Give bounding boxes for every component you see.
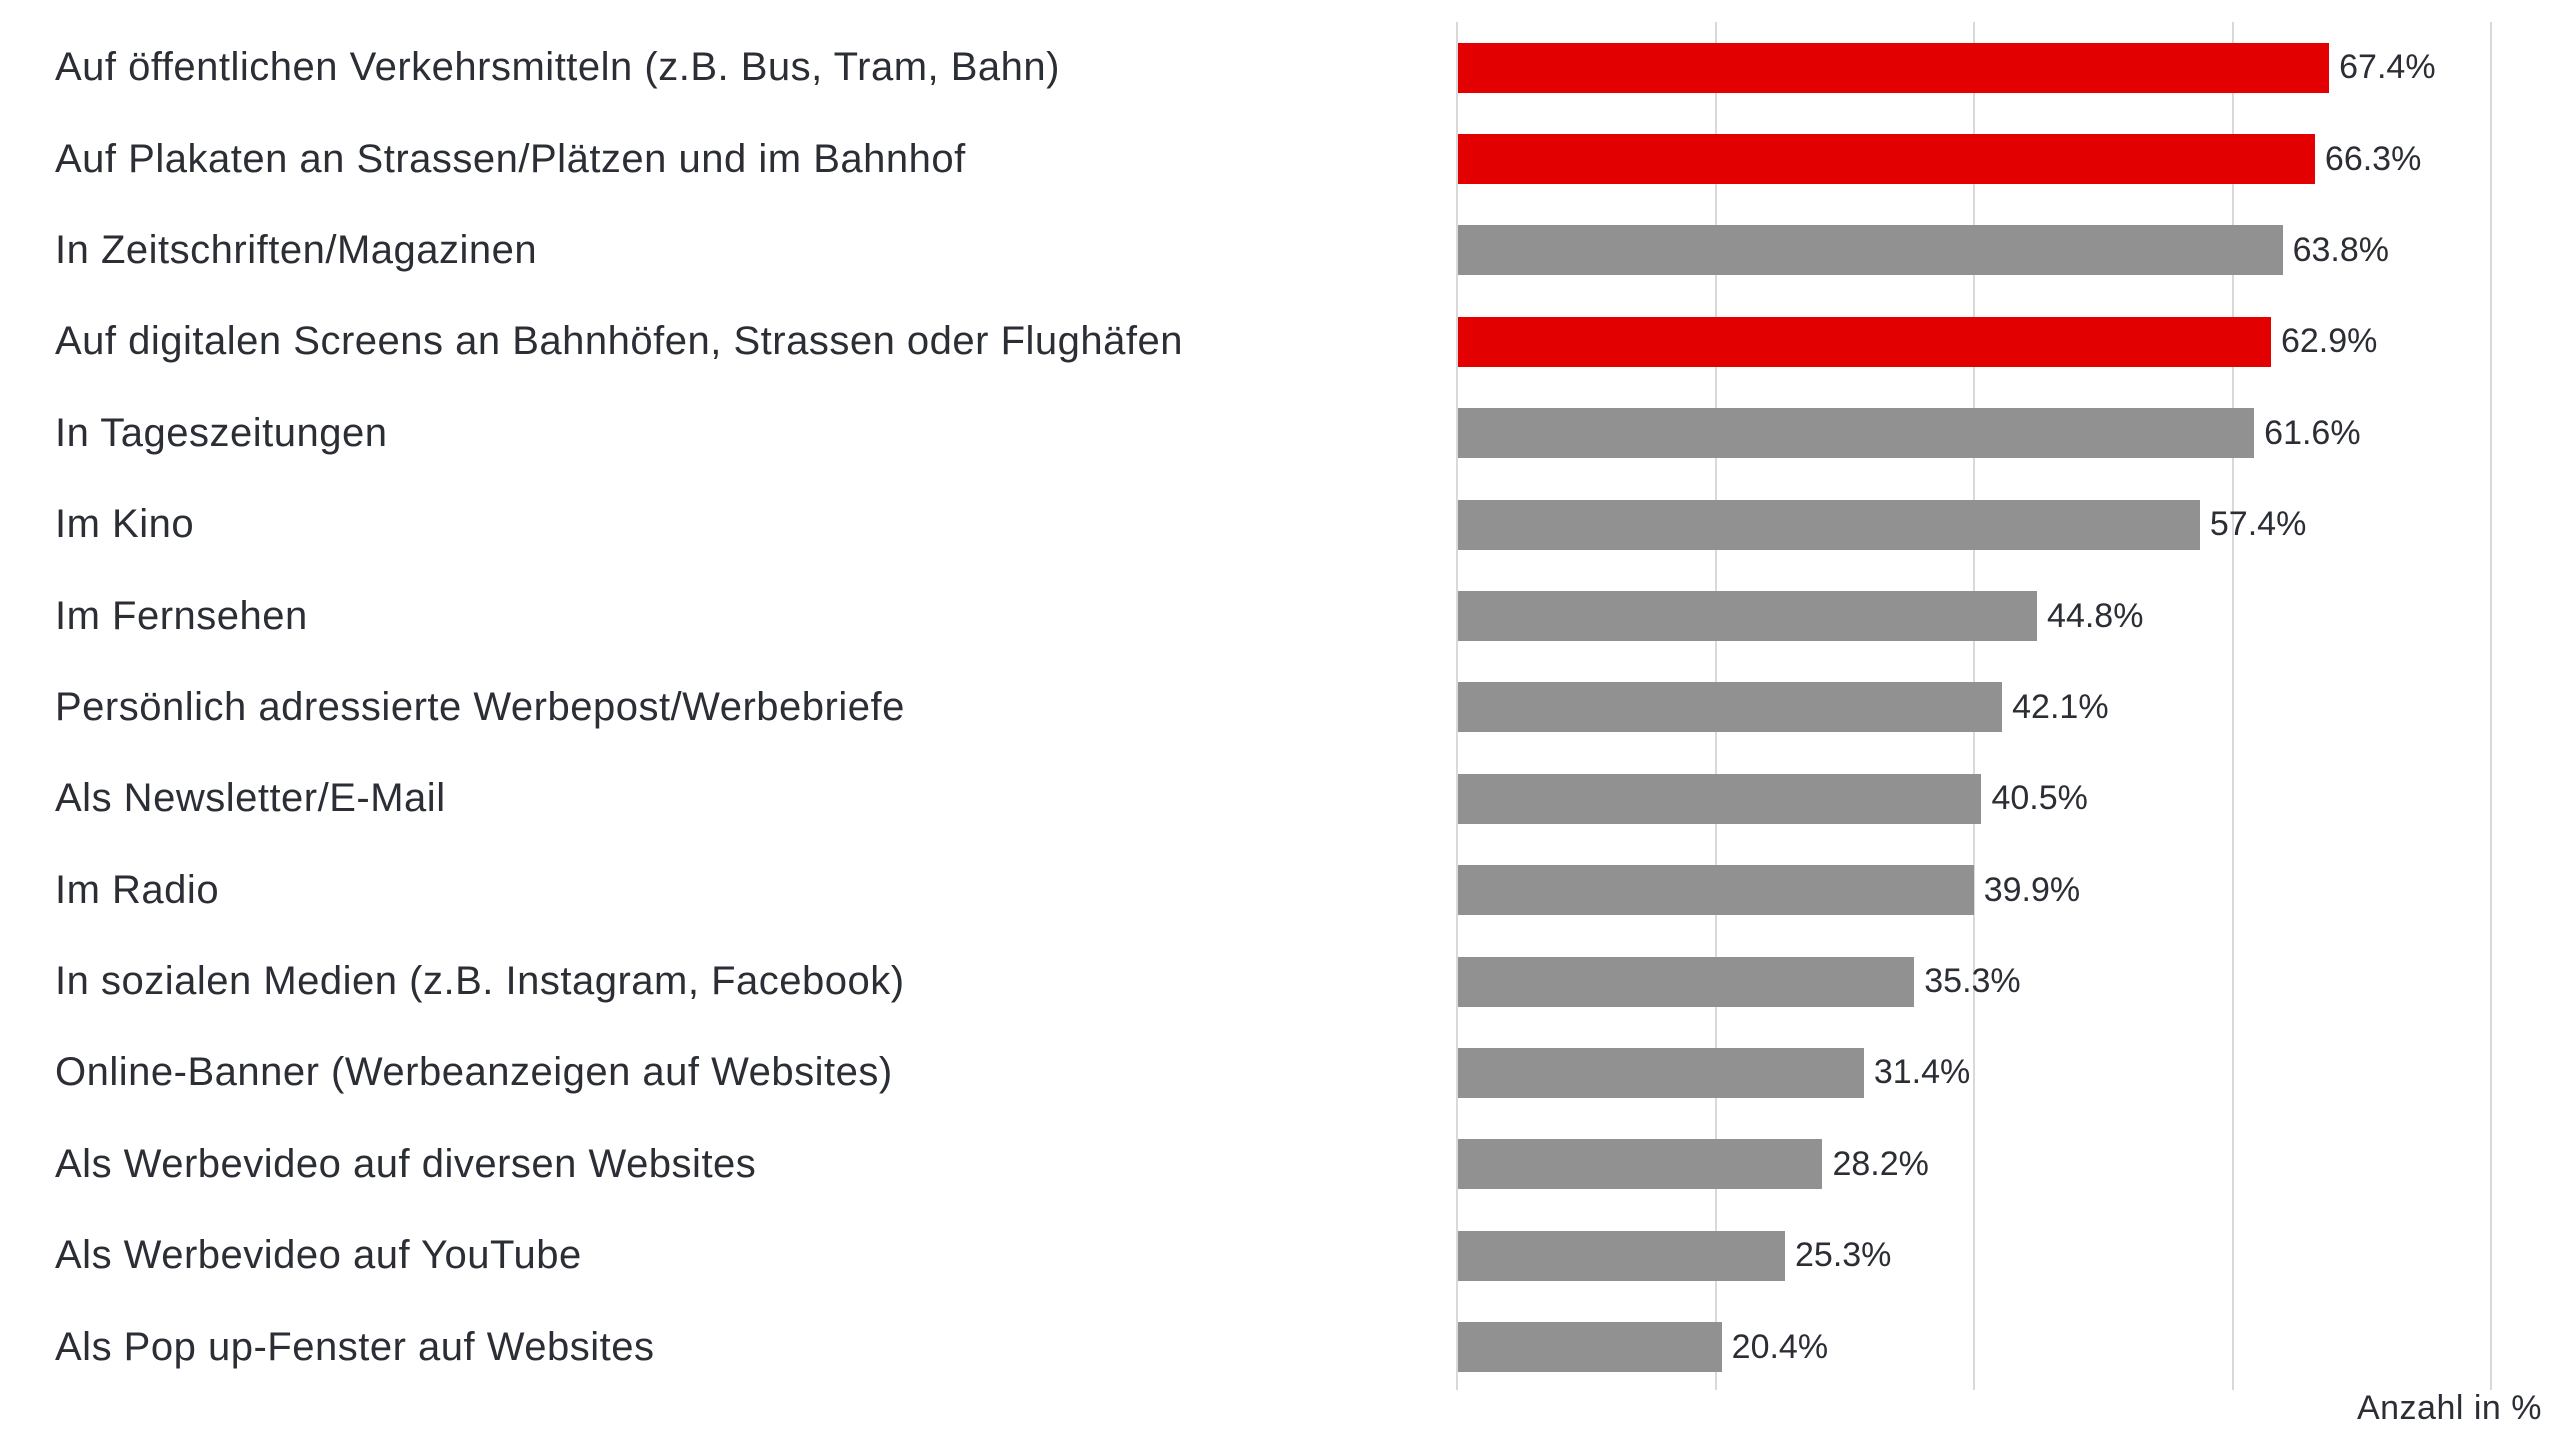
value-label: 62.9%: [2280, 322, 2378, 361]
bar-highlighted: [1458, 42, 2330, 93]
bar-area: 28.2%: [1456, 1119, 2560, 1210]
category-label: In Zeitschriften/Magazinen: [55, 227, 538, 272]
category-label: Im Radio: [55, 867, 220, 912]
bar-row: Auf digitalen Screens an Bahnhöfen, Stra…: [0, 296, 2560, 387]
bar: [1458, 591, 2038, 642]
value-label: 63.8%: [2292, 230, 2390, 269]
bar-area: 62.9%: [1456, 296, 2560, 387]
bar-area: 39.9%: [1456, 845, 2560, 936]
category-label: Als Newsletter/E-Mail: [55, 776, 446, 821]
bar-row: In Zeitschriften/Magazinen 63.8%: [0, 205, 2560, 296]
bar-area: 40.5%: [1456, 753, 2560, 844]
category-label: Auf öffentlichen Verkehrsmitteln (z.B. B…: [55, 45, 1060, 90]
value-label: 35.3%: [1924, 962, 2021, 1001]
bar-row: Online-Banner (Werbeanzeigen auf Website…: [0, 1027, 2560, 1118]
value-label: 39.9%: [1983, 870, 2081, 909]
bar: [1458, 1322, 1722, 1373]
value-label: 67.4%: [2339, 48, 2436, 87]
value-label: 25.3%: [1795, 1236, 1892, 1275]
bar-row: Im Fernsehen 44.8%: [0, 570, 2560, 661]
bar-row: Auf Plakaten an Strassen/Plätzen und im …: [0, 113, 2560, 204]
category-label: Im Fernsehen: [55, 593, 308, 638]
value-label: 57.4%: [2209, 505, 2307, 544]
bar: [1458, 956, 1915, 1007]
value-label: 66.3%: [2324, 139, 2422, 178]
bar-row: Auf öffentlichen Verkehrsmitteln (z.B. B…: [0, 22, 2560, 113]
bar: [1458, 682, 2003, 733]
bar: [1458, 225, 2283, 276]
category-label: Im Kino: [55, 502, 195, 547]
bar-row: Als Newsletter/E-Mail 40.5%: [0, 753, 2560, 844]
bar-highlighted: [1458, 316, 2271, 367]
bar: [1458, 1139, 1823, 1190]
bar-area: 31.4%: [1456, 1027, 2560, 1118]
bar-area: 44.8%: [1456, 570, 2560, 661]
bar: [1458, 1230, 1785, 1281]
x-axis-label: Anzahl in %: [2356, 1389, 2542, 1427]
bar-row: In Tageszeitungen 61.6%: [0, 388, 2560, 479]
bar-area: 61.6%: [1456, 388, 2560, 479]
bar-highlighted: [1458, 134, 2315, 185]
category-label: Online-Banner (Werbeanzeigen auf Website…: [55, 1050, 893, 1095]
value-label: 61.6%: [2264, 413, 2361, 452]
bar-row: Als Pop up-Fenster auf Websites 20.4%: [0, 1301, 2560, 1392]
gridline-60: [2231, 22, 2234, 1390]
value-label: 31.4%: [1873, 1053, 1971, 1092]
bar-area: 35.3%: [1456, 936, 2560, 1027]
bar-area: 57.4%: [1456, 479, 2560, 570]
gridline-0: [1456, 22, 1458, 1390]
bar-row: Als Werbevideo auf YouTube 25.3%: [0, 1210, 2560, 1301]
category-label: Als Pop up-Fenster auf Websites: [55, 1324, 655, 1369]
value-label: 44.8%: [2047, 596, 2144, 635]
bar-area: 25.3%: [1456, 1210, 2560, 1301]
value-label: 28.2%: [1832, 1144, 1929, 1183]
bar-row: Im Radio 39.9%: [0, 845, 2560, 936]
bar: [1458, 499, 2200, 550]
category-label: Als Werbevideo auf YouTube: [55, 1233, 582, 1278]
value-label: 20.4%: [1731, 1327, 1829, 1366]
bar-area: 42.1%: [1456, 662, 2560, 753]
value-label: 40.5%: [1991, 779, 2088, 818]
bar-row: Persönlich adressierte Werbepost/Werbebr…: [0, 662, 2560, 753]
category-label: Auf digitalen Screens an Bahnhöfen, Stra…: [55, 319, 1184, 364]
bar-area: 66.3%: [1456, 113, 2560, 204]
bar-row: Als Werbevideo auf diversen Websites 28.2…: [0, 1119, 2560, 1210]
value-label: 42.1%: [2012, 687, 2109, 726]
bar-row: In sozialen Medien (z.B. Instagram, Face…: [0, 936, 2560, 1027]
bar-rows: Auf öffentlichen Verkehrsmitteln (z.B. B…: [0, 22, 2560, 1393]
bar-row: Im Kino 57.4%: [0, 479, 2560, 570]
bar: [1458, 408, 2255, 459]
bar-area: 67.4%: [1456, 22, 2560, 113]
bar: [1458, 865, 1974, 916]
category-label: Als Werbevideo auf diversen Websites: [55, 1141, 757, 1186]
category-label: In sozialen Medien (z.B. Instagram, Face…: [55, 959, 905, 1004]
bar: [1458, 1047, 1864, 1098]
bar-area: 63.8%: [1456, 205, 2560, 296]
category-label: Persönlich adressierte Werbepost/Werbebr…: [55, 684, 905, 729]
category-label: Auf Plakaten an Strassen/Plätzen und im …: [55, 136, 966, 181]
category-label: In Tageszeitungen: [55, 410, 388, 455]
bar: [1458, 773, 1982, 824]
bar-area: 20.4%: [1456, 1301, 2560, 1392]
gridline-80: [2490, 22, 2492, 1390]
